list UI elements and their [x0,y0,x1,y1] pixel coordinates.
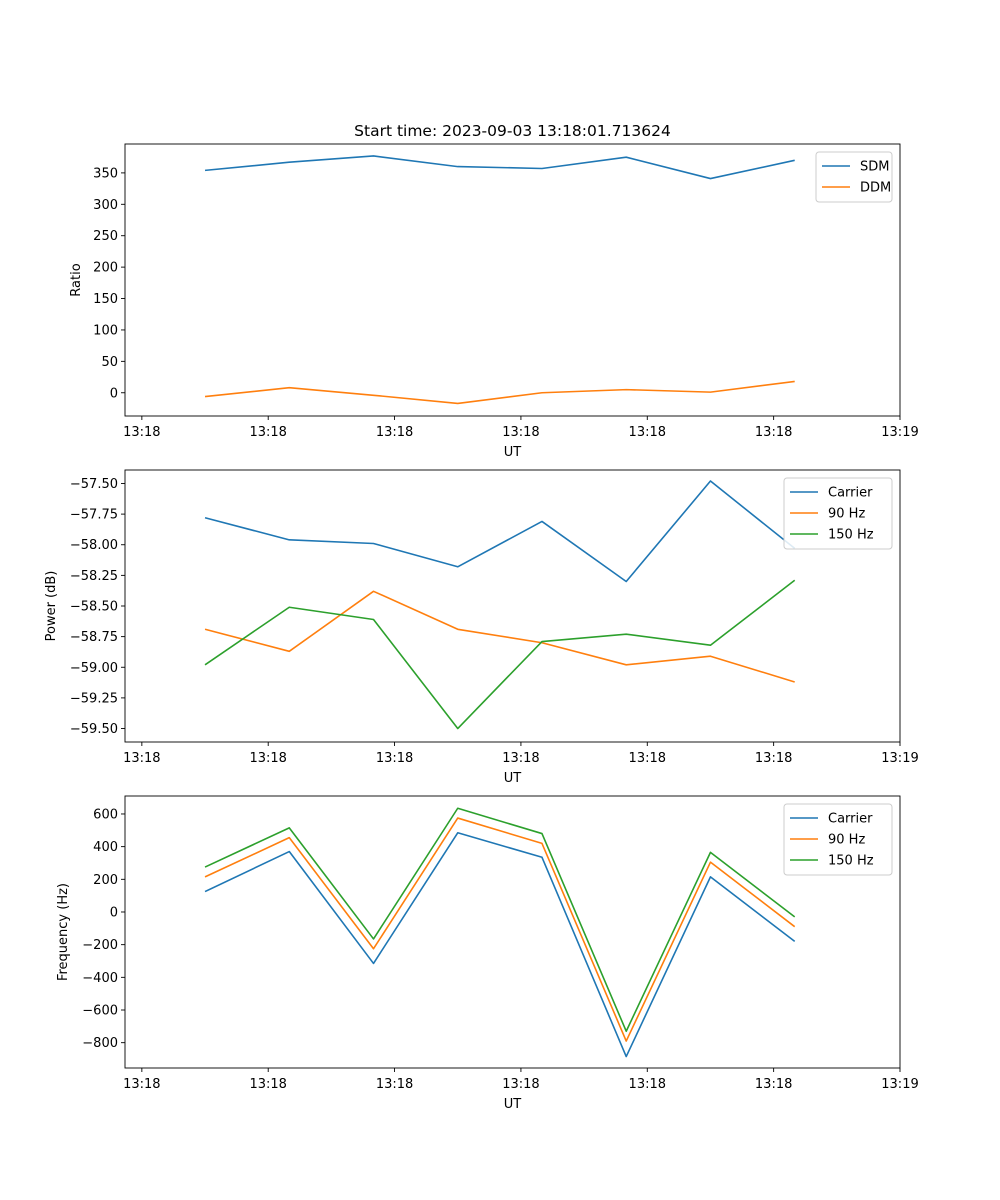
x-tick-label: 13:18 [376,425,413,440]
x-tick-label: 13:18 [502,425,539,440]
series-line-150-hz [204,807,796,1033]
legend-label: Carrier [828,812,873,827]
y-tick-label: −58.25 [70,569,118,584]
y-tick-label: −600 [82,1004,118,1019]
x-tick-label: 13:18 [502,751,539,766]
y-tick-label: 150 [93,292,118,307]
x-tick-label: 13:18 [376,751,413,766]
y-tick-label: −400 [82,971,118,986]
y-tick-label: −57.50 [70,477,118,492]
x-tick-label: 13:18 [502,1077,539,1092]
y-tick-label: 200 [93,261,118,276]
x-tick-label: 13:18 [123,1077,160,1092]
x-tick-label: 13:18 [249,751,286,766]
y-tick-label: −59.00 [70,661,118,676]
y-tick-label: −200 [82,938,118,953]
y-tick-label: −800 [82,1036,118,1051]
series-line-90-hz [204,590,795,683]
legend: Carrier 90 Hz 150 Hz [783,803,893,876]
x-axis-label: UT [504,445,522,460]
x-tick-label: 13:19 [881,1077,918,1092]
legend-box [815,151,893,203]
x-tick-label: 13:18 [376,1077,413,1092]
series-line-150-hz [204,579,796,730]
y-tick-label: 0 [110,386,118,401]
legend-label: 90 Hz [828,507,865,522]
legend-box [783,803,893,876]
y-tick-label: 100 [93,323,118,338]
x-axis-label: UT [504,771,522,786]
series-line-carrier [204,831,796,1058]
y-tick-label: 350 [93,166,118,181]
legend: Carrier 90 Hz 150 Hz [783,477,893,550]
x-tick-label: 13:18 [629,751,666,766]
y-tick-label: −58.50 [70,600,118,615]
y-tick-label: 0 [110,905,118,920]
x-tick-label: 13:18 [123,751,160,766]
y-tick-label: 50 [101,355,118,370]
y-axis-label: Power (dB) [44,571,59,642]
legend-label: Carrier [828,486,873,501]
x-tick-label: 13:18 [755,1077,792,1092]
x-tick-label: 13:18 [249,1077,286,1092]
chart-panel-2: 13:18 13:18 13:18 13:18 13:18 13:18 13:19 −59.5… [44,469,919,786]
legend-label: SDM [860,160,889,175]
series-line-90-hz [204,817,796,1042]
y-tick-label: −58.75 [70,630,118,645]
legend-label: DDM [860,181,891,196]
y-tick-label: 300 [93,198,118,213]
plot-frame [124,795,901,1069]
y-axis-label: Frequency (Hz) [56,883,71,981]
x-tick-label: 13:18 [249,425,286,440]
series-line-carrier [204,480,796,583]
plot-frame [124,469,901,743]
plot-frame [124,143,901,417]
y-tick-label: −59.25 [70,691,118,706]
legend-label: 150 Hz [828,854,874,869]
x-tick-label: 13:19 [881,425,918,440]
series-line-sdm [204,155,795,180]
x-tick-label: 13:18 [755,751,792,766]
y-tick-label: 200 [93,873,118,888]
x-tick-label: 13:18 [629,1077,666,1092]
y-tick-label: −59.50 [70,722,118,737]
chart-panel-3: 13:18 13:18 13:18 13:18 13:18 13:18 13:19 −800 −… [56,795,919,1112]
chart-title: Start time: 2023-09-03 13:18:01.713624 [354,122,671,140]
legend-label: 150 Hz [828,528,874,543]
x-tick-label: 13:18 [755,425,792,440]
x-tick-label: 13:19 [881,751,918,766]
y-axis-label: Ratio [69,263,84,296]
chart-panel-1: Start time: 2023-09-03 13:18:01.713624 13… [69,122,919,460]
legend-box [783,477,893,550]
x-tick-label: 13:18 [629,425,666,440]
y-tick-label: −57.75 [70,508,118,523]
y-tick-label: −58.00 [70,538,118,553]
legend-label: 90 Hz [828,833,865,848]
y-tick-label: 250 [93,229,118,244]
y-tick-label: 600 [93,807,118,822]
x-tick-label: 13:18 [123,425,160,440]
series-line-ddm [204,380,795,405]
x-axis-label: UT [504,1097,522,1112]
y-tick-label: 400 [93,840,118,855]
legend: SDM DDM [815,151,893,203]
